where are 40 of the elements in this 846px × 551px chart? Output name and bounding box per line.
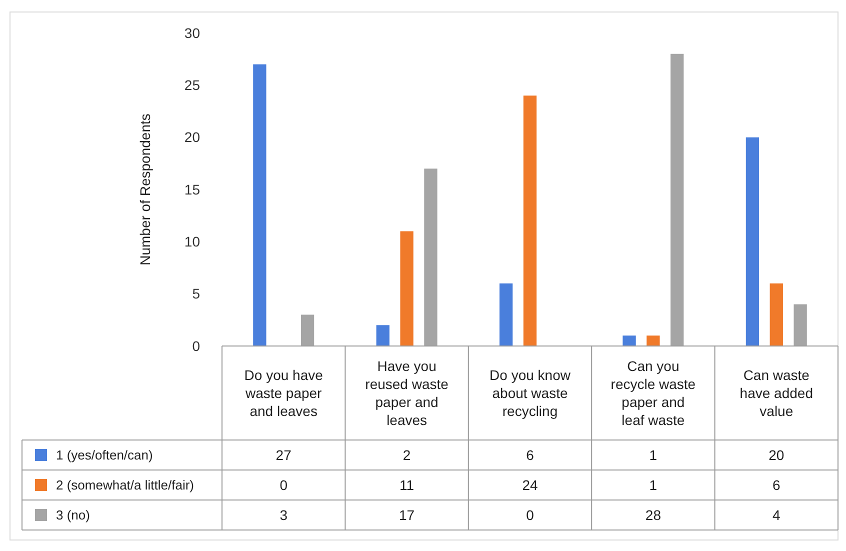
bar	[746, 137, 760, 346]
y-tick-label: 30	[184, 24, 200, 41]
x-tick-label: Do you have waste paper and leaves	[244, 366, 324, 419]
y-tick-label: 15	[184, 181, 200, 198]
bar	[400, 231, 414, 346]
y-tick-label: 25	[184, 77, 200, 94]
data-label: 17	[399, 506, 415, 523]
data-label: 20	[768, 446, 784, 463]
y-tick-label: 5	[192, 286, 200, 302]
y-tick-label: 10	[184, 234, 200, 250]
legend-label: 2 (somewhat/a little/fair)	[56, 478, 194, 493]
y-axis-title: Number of Respondents	[137, 114, 153, 266]
y-tick-label: 0	[192, 338, 200, 354]
data-label: 11	[400, 476, 414, 493]
bar	[622, 336, 636, 346]
data-label: 3	[280, 506, 288, 523]
x-tick-label: Can you recycle waste paper and leaf waste	[610, 358, 696, 428]
data-label: 4	[772, 506, 780, 523]
x-tick-label: Do you know about waste recycling	[490, 366, 572, 419]
bar	[646, 336, 660, 346]
data-label: 6	[526, 446, 534, 463]
data-label: 1	[649, 476, 658, 493]
legend-label: 3 (no)	[56, 508, 90, 523]
y-tick-label: 20	[184, 129, 200, 146]
legend-label: 1 (yes/often/can)	[56, 448, 153, 463]
data-label: 24	[522, 476, 538, 493]
bar	[253, 64, 266, 346]
bar	[376, 325, 390, 346]
data-label: 27	[276, 446, 292, 463]
data-label: 2	[402, 446, 411, 463]
data-label: 0	[526, 506, 534, 523]
data-label: 1	[649, 446, 658, 463]
bar	[500, 283, 513, 346]
bar	[770, 283, 783, 346]
x-tick-label: Can waste have added value	[740, 366, 813, 419]
bar	[523, 96, 537, 346]
data-label: 28	[645, 506, 662, 523]
data-label: 6	[772, 476, 780, 493]
x-tick-label: Have you reused waste paper and leaves	[365, 358, 449, 428]
data-label: 0	[280, 476, 288, 493]
